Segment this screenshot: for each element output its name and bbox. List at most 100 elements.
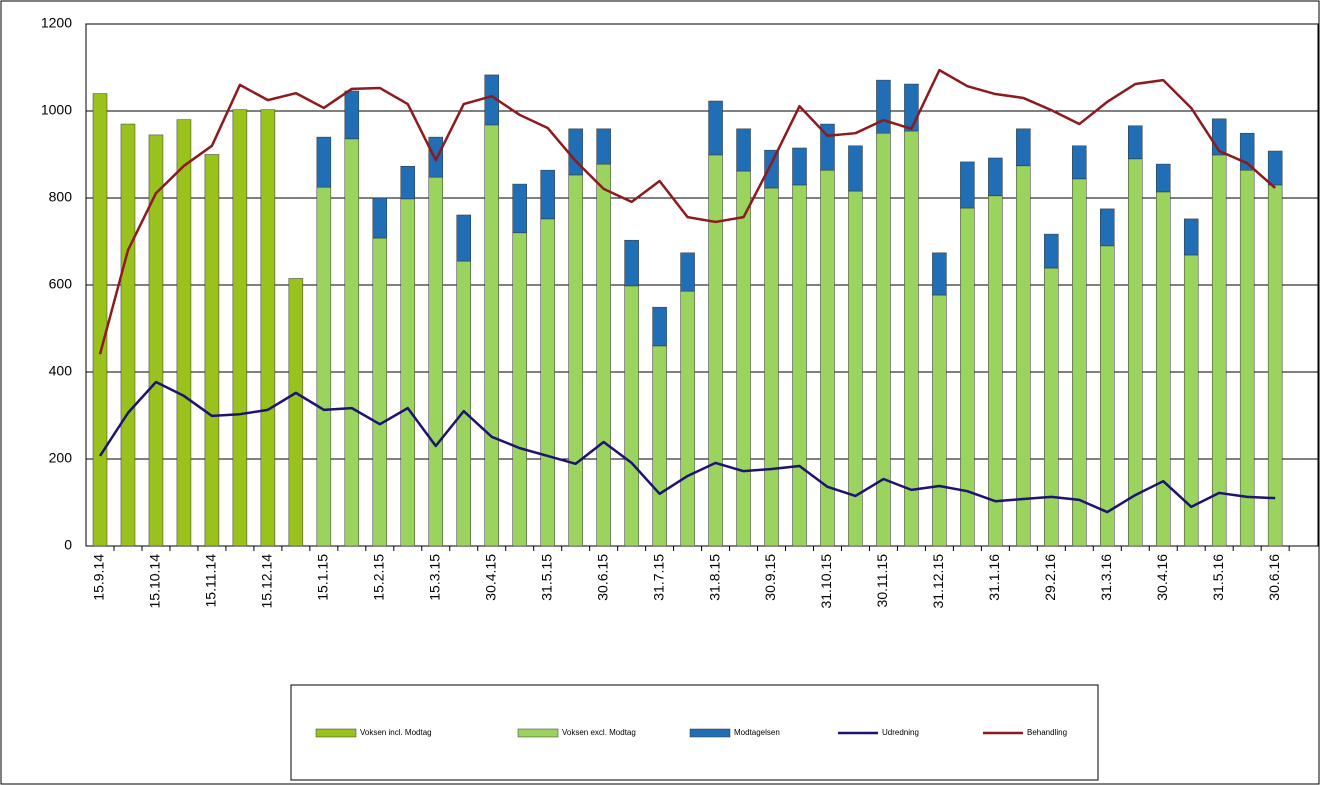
bar [1044, 233, 1059, 269]
bar [932, 294, 947, 547]
bar [652, 306, 667, 347]
x-tick-label: 31.7.15 [650, 554, 666, 601]
bar [540, 169, 555, 220]
bar [1072, 145, 1087, 180]
bar [568, 128, 583, 176]
bar [596, 128, 611, 165]
bar [120, 123, 136, 547]
bar [456, 260, 471, 547]
legend-label: Modtagelsen [734, 728, 780, 737]
bar [764, 149, 779, 189]
bar [148, 134, 164, 547]
bar [1155, 191, 1171, 547]
bar [1211, 154, 1227, 547]
bar [456, 214, 471, 262]
y-tick-label: 0 [64, 537, 72, 553]
x-tick-label: 31.10.15 [818, 554, 834, 609]
bar [568, 174, 583, 547]
y-tick-label: 800 [49, 189, 73, 205]
bar [764, 187, 779, 547]
bar [988, 195, 1003, 547]
bar [988, 157, 1003, 197]
bar [876, 132, 891, 547]
x-tick-label: 30.11.15 [874, 554, 890, 608]
bar [1183, 218, 1199, 256]
bar [1100, 208, 1115, 247]
bar [204, 154, 220, 547]
legend-swatch [315, 728, 357, 738]
bar [260, 109, 276, 547]
bar [1267, 184, 1283, 547]
bar [624, 285, 639, 547]
x-tick-label: 15.1.15 [315, 554, 331, 601]
bar [904, 83, 919, 132]
bar [652, 345, 667, 547]
bar [400, 198, 416, 547]
bar [540, 218, 555, 547]
x-tick-label: 31.3.16 [1098, 554, 1114, 601]
bar [736, 128, 751, 172]
x-tick-label: 31.5.16 [1210, 554, 1226, 601]
y-tick-label: 1200 [41, 15, 72, 31]
x-tick-label: 15.11.14 [203, 554, 219, 608]
bar [372, 237, 388, 547]
x-tick-label: 15.10.14 [147, 554, 163, 609]
bar [344, 90, 360, 140]
y-tick-label: 600 [49, 276, 73, 292]
y-tick-label: 1000 [41, 102, 72, 118]
bar [288, 278, 304, 547]
bar [848, 145, 863, 192]
legend-swatch [689, 728, 731, 738]
bar [680, 290, 695, 547]
bar [960, 207, 975, 547]
bar [1100, 245, 1115, 547]
y-tick-label: 200 [49, 450, 73, 466]
x-tick-label: 15.2.15 [371, 554, 387, 601]
x-tick-label: 31.12.15 [930, 554, 946, 609]
bar [344, 138, 360, 547]
bar [680, 252, 695, 292]
bar [960, 161, 975, 209]
bar [736, 170, 751, 547]
line [98, 68, 1276, 355]
bar [232, 109, 248, 547]
x-tick-label: 15.12.14 [259, 554, 275, 609]
y-tick-label: 400 [49, 363, 73, 379]
bar [1072, 178, 1087, 547]
bar [316, 186, 332, 547]
x-tick-label: 15.3.15 [426, 554, 442, 601]
bar [92, 93, 108, 547]
bar [792, 184, 807, 547]
bar [484, 124, 499, 547]
bar [1155, 163, 1171, 193]
legend-label: Udredning [882, 728, 919, 737]
line [98, 380, 1276, 514]
x-tick-label: 30.6.16 [1266, 554, 1282, 601]
x-tick-label: 29.2.16 [1042, 554, 1058, 601]
bar [792, 147, 807, 186]
legend-swatch [517, 728, 559, 738]
x-tick-label: 31.8.15 [706, 554, 722, 601]
x-tick-label: 31.5.15 [538, 554, 554, 601]
bar [624, 239, 639, 287]
bar [876, 79, 891, 134]
x-tick-label: 31.1.16 [986, 554, 1002, 601]
bar [400, 165, 416, 200]
bar [596, 163, 611, 547]
x-tick-label: 30.4.15 [482, 554, 498, 601]
bar [1267, 150, 1283, 186]
legend-label: Voksen excl. Modtag [562, 728, 636, 737]
bar [512, 183, 527, 234]
bar [316, 136, 332, 188]
bar [932, 252, 947, 296]
bar [708, 100, 723, 156]
bar [372, 197, 388, 239]
legend-label: Voksen incl. Modtag [360, 728, 432, 737]
bar [1128, 158, 1143, 547]
bar [1128, 125, 1143, 160]
bar [904, 130, 919, 547]
bar [428, 136, 444, 178]
x-tick-label: 30.9.15 [762, 554, 778, 601]
legend-label: Behandling [1027, 728, 1067, 737]
